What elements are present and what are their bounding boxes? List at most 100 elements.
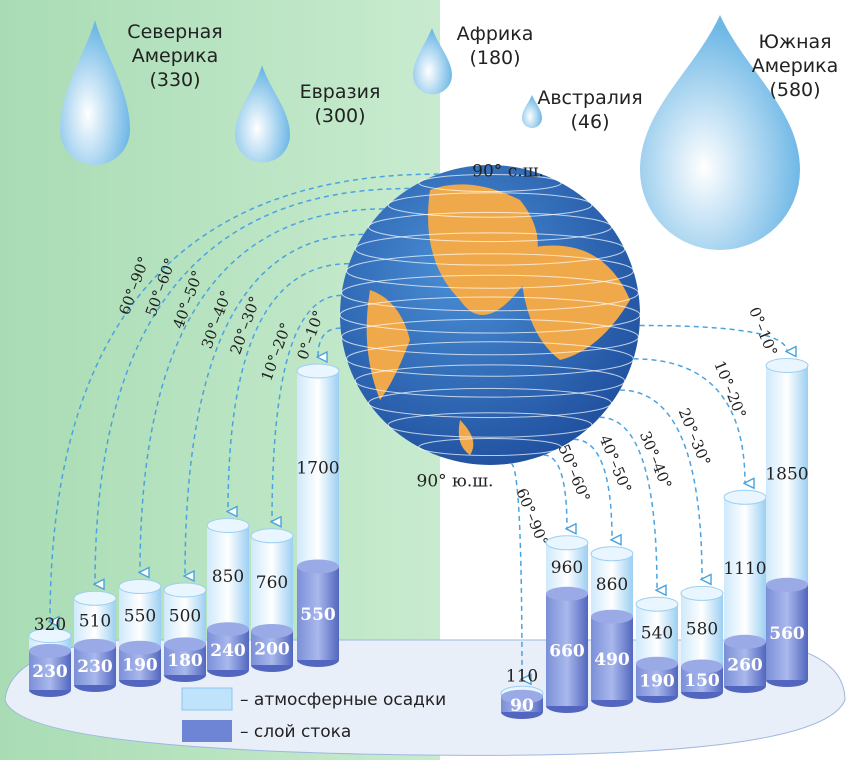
legend-swatch	[182, 720, 232, 742]
runoff-top	[724, 634, 766, 649]
band-label: 60°–90°	[512, 486, 551, 549]
latitude-line	[346, 341, 634, 377]
precipitation-label: 580	[686, 619, 718, 639]
runoff-bar	[297, 566, 339, 660]
runoff-label: 200	[254, 640, 290, 660]
runoff-top	[681, 659, 723, 674]
precipitation-label: 850	[212, 567, 244, 587]
precipitation-label: 960	[551, 558, 583, 578]
legend-label: – атмосферные осадки	[240, 690, 446, 710]
runoff-bar	[766, 584, 808, 680]
runoff-label: 560	[769, 624, 805, 644]
runoff-top	[636, 656, 678, 671]
north-pole-label: 90° с.ш.	[472, 162, 544, 182]
runoff-top	[164, 637, 206, 652]
precipitation-label: 110	[506, 667, 538, 687]
runoff-label: 90	[510, 696, 534, 716]
continent-runoff: (300)	[314, 105, 366, 127]
continent-name: Австралия	[537, 87, 643, 109]
precipitation-label: 1110	[723, 559, 766, 579]
arrow	[272, 294, 342, 521]
continent-name: Южная Америка	[751, 31, 839, 77]
continent: Евразия (300)	[285, 80, 395, 128]
continent-runoff: (46)	[570, 111, 610, 133]
latitude-line	[368, 211, 612, 243]
runoff-top	[501, 689, 543, 704]
precipitation-label: 1850	[765, 465, 808, 485]
column-top	[206, 518, 250, 533]
runoff-label: 190	[639, 671, 675, 691]
latitude-lines	[339, 173, 641, 457]
column-top	[118, 579, 162, 594]
precipitation-label: 510	[79, 612, 111, 632]
runoff-label: 490	[594, 650, 630, 670]
runoff-label: 150	[684, 671, 720, 691]
runoff-bar	[591, 616, 633, 700]
south-pole-label: 90° ю.ш.	[417, 472, 494, 492]
latitude-line	[341, 318, 639, 356]
continent: Австралия (46)	[530, 86, 650, 134]
column-top	[723, 489, 767, 505]
continent: Северная Америка (330)	[105, 20, 245, 92]
runoff-label: 230	[32, 662, 68, 682]
runoff-top	[546, 586, 588, 601]
column-top	[590, 546, 634, 562]
precipitation-label: 320	[34, 615, 66, 635]
runoff-top	[591, 609, 633, 624]
column-top	[680, 585, 724, 601]
runoff-label: 660	[549, 641, 585, 661]
drop	[522, 95, 542, 128]
precipitation-label: 550	[124, 607, 156, 627]
arrow	[50, 173, 439, 622]
arrow	[543, 454, 567, 529]
latitude-line	[339, 296, 641, 334]
globe	[340, 165, 640, 465]
latitude-line	[354, 232, 626, 266]
continent-runoff: (180)	[469, 47, 521, 69]
arrow	[639, 324, 787, 351]
legend-label: – слой стока	[240, 722, 351, 742]
legend-swatch	[181, 687, 233, 711]
continent-runoff: (580)	[769, 79, 821, 101]
runoff-top	[119, 640, 161, 655]
column-top	[250, 528, 294, 544]
arrow	[95, 187, 410, 584]
drop	[413, 28, 452, 95]
continent-name: Северная Америка	[127, 21, 223, 67]
column-top	[73, 590, 117, 606]
precipitation-label: 1700	[296, 458, 339, 478]
runoff-top	[251, 624, 293, 638]
arrow	[228, 262, 350, 512]
runoff-label: 550	[300, 605, 336, 625]
column-top	[635, 596, 679, 612]
band-label: 50°–60°	[554, 442, 593, 505]
runoff-top	[74, 638, 116, 653]
continent-name: Евразия	[299, 81, 381, 103]
arrow	[573, 438, 612, 539]
runoff-top	[297, 559, 339, 574]
latitude-line	[341, 274, 639, 312]
latitude-line	[368, 387, 612, 419]
runoff-bar	[546, 593, 588, 706]
arrow	[140, 208, 384, 573]
runoff-top	[29, 643, 71, 658]
drop	[640, 15, 800, 250]
runoff-label: 180	[167, 651, 203, 671]
latitude-line	[346, 253, 634, 289]
precipitation-label: 760	[256, 573, 288, 593]
precipitation-label: 540	[641, 623, 673, 643]
runoff-top	[207, 622, 249, 637]
runoff-label: 230	[77, 657, 113, 677]
runoff-label: 240	[210, 641, 246, 661]
precipitation-label: 860	[596, 575, 628, 595]
continent-name: Африка	[456, 23, 534, 45]
column-top	[163, 582, 207, 598]
arrow	[510, 462, 522, 680]
drop	[235, 65, 290, 163]
continent: Южная Америка (580)	[750, 30, 840, 102]
arrow	[318, 327, 341, 357]
latitude-line	[387, 412, 593, 438]
drop	[60, 20, 130, 165]
